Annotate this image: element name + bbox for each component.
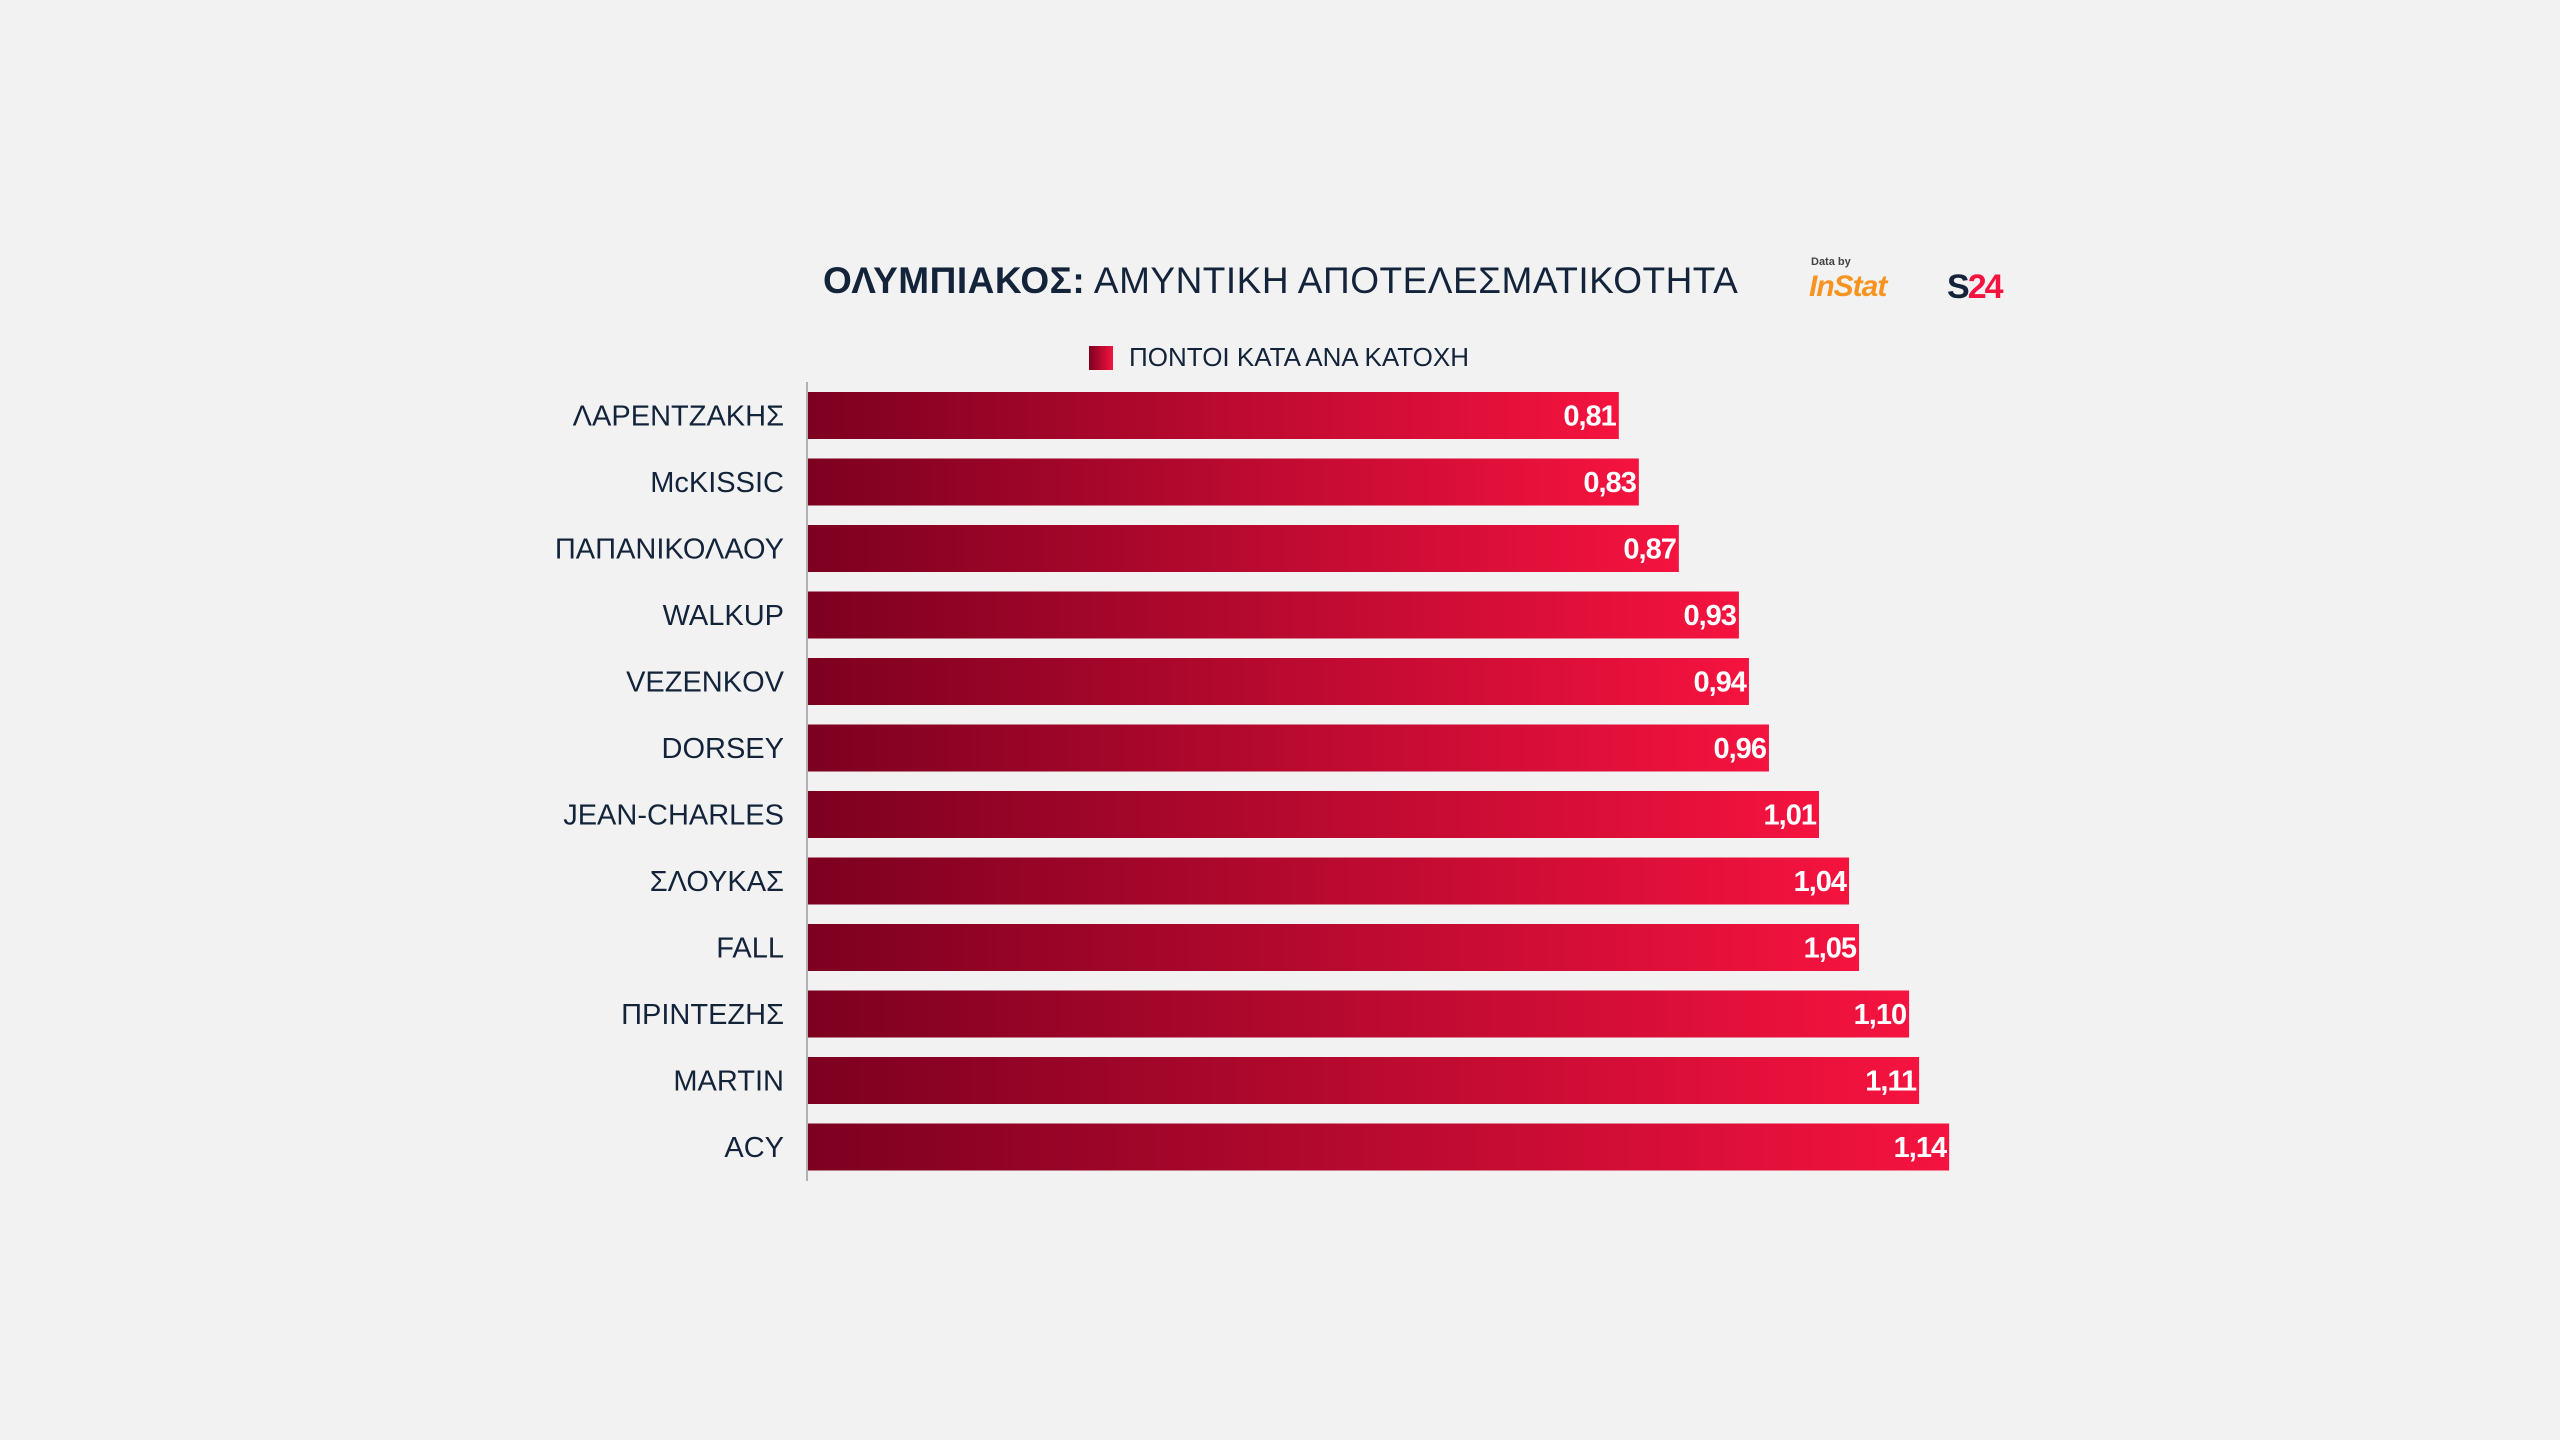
value-label: 0,87 — [1623, 534, 1675, 566]
value-label: 1,04 — [1794, 866, 1847, 898]
bar-9 — [808, 990, 1910, 1038]
chart-title: ΟΛΥΜΠΙΑΚΟΣ: ΑΜΥΝΤΙΚΗ ΑΠΟΤΕΛΕΣΜΑΤΙΚΟΤΗΤΑ — [823, 260, 1738, 302]
category-label: McKISSIC — [650, 467, 784, 499]
bar-2 — [808, 525, 1679, 572]
s24-s: S — [1947, 268, 1970, 306]
category-label: ΛΑΡΕΝΤΖΑΚΗΣ — [573, 401, 784, 433]
legend: ΠΟΝΤΟΙ ΚΑΤΑ ΑΝΑ ΚΑΤΟΧΗ — [1089, 342, 1469, 373]
bar-7 — [808, 857, 1850, 905]
title-team: ΟΛΥΜΠΙΑΚΟΣ: — [823, 260, 1086, 301]
value-label: 0,94 — [1693, 667, 1746, 699]
category-label: ΠΡΙΝΤΕΖΗΣ — [621, 999, 784, 1031]
category-label: ΣΛΟΥΚΑΣ — [650, 866, 784, 898]
data-by-logo: Data by InStat S24 — [1809, 256, 2029, 306]
category-label: FALL — [716, 933, 784, 965]
data-by-text: Data by — [1811, 256, 1851, 268]
category-label: WALKUP — [663, 600, 784, 632]
category-label: JEAN-CHARLES — [563, 800, 784, 832]
bar-1 — [808, 458, 1639, 506]
value-label: 0,96 — [1714, 733, 1767, 765]
value-label: 1,01 — [1764, 800, 1817, 832]
value-label: 0,93 — [1683, 600, 1736, 632]
category-label: VEZENKOV — [626, 667, 785, 699]
legend-label: ΠΟΝΤΟΙ ΚΑΤΑ ΑΝΑ ΚΑΤΟΧΗ — [1129, 342, 1470, 372]
value-label: 1,10 — [1854, 999, 1906, 1031]
title-subject: ΑΜΥΝΤΙΚΗ ΑΠΟΤΕΛΕΣΜΑΤΙΚΟΤΗΤΑ — [1085, 260, 1739, 301]
category-label: ACY — [724, 1132, 784, 1164]
value-label: 1,14 — [1894, 1132, 1947, 1164]
s24-logo: S24 — [1947, 268, 2004, 307]
bar-6 — [808, 791, 1820, 838]
bar-11 — [808, 1123, 1950, 1171]
bar-0 — [808, 392, 1619, 439]
bar-3 — [808, 591, 1739, 639]
value-label: 1,11 — [1865, 1066, 1917, 1098]
bar-8 — [808, 924, 1860, 971]
value-label: 1,05 — [1804, 933, 1857, 965]
bar-10 — [808, 1057, 1920, 1104]
category-label: ΠΑΠΑΝΙΚΟΛΑΟΥ — [555, 534, 784, 566]
value-label: 0,81 — [1563, 401, 1616, 433]
instat-logo: InStat — [1809, 270, 1887, 303]
category-label: MARTIN — [673, 1066, 784, 1098]
legend-swatch — [1089, 345, 1113, 370]
s24-num: 24 — [1967, 268, 2004, 306]
bar-4 — [808, 658, 1749, 705]
value-label: 0,83 — [1583, 467, 1636, 499]
bar-5 — [808, 724, 1769, 772]
category-label: DORSEY — [662, 733, 784, 765]
